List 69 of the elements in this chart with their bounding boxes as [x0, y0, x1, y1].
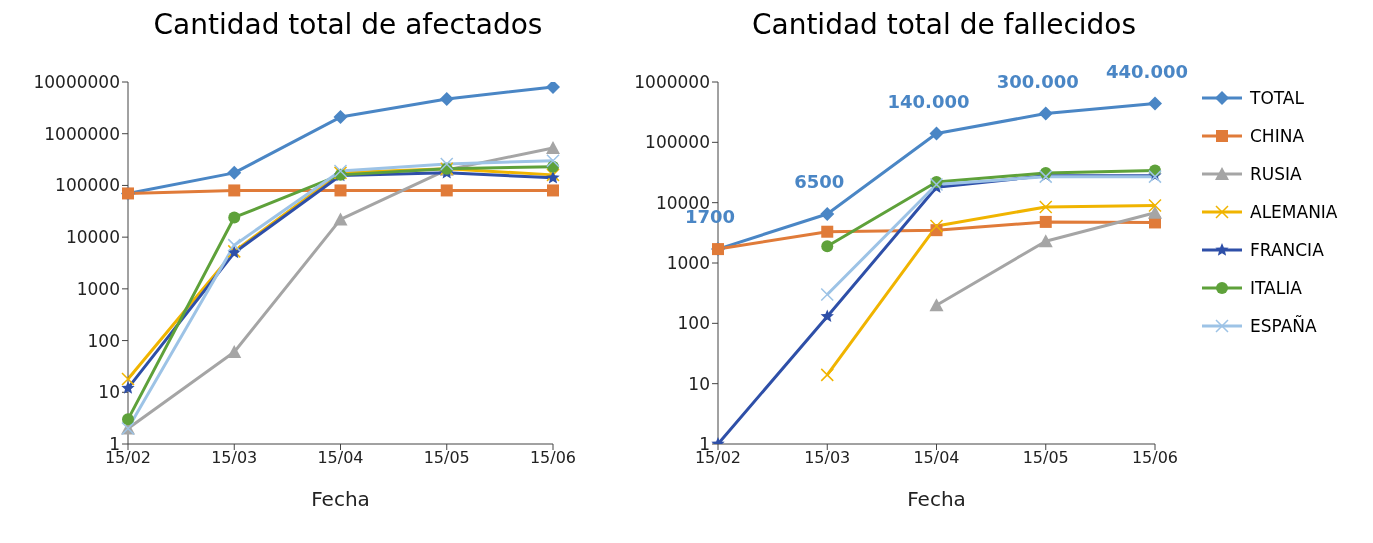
x-tick-label: 15/05 — [1022, 448, 1069, 468]
point — [929, 298, 944, 312]
x-tick-label: 15/06 — [529, 448, 577, 468]
point — [820, 287, 834, 302]
y-tick-label: 100000 — [645, 132, 710, 153]
point — [546, 154, 560, 168]
point — [820, 309, 834, 323]
x-tick-label: 15/03 — [804, 448, 851, 468]
x-tick-label: 15/03 — [211, 448, 258, 468]
y-tick-label: 1000 — [76, 278, 120, 299]
legend-label: RUSIA — [1250, 164, 1302, 184]
point — [546, 82, 560, 95]
x-tick-label: 15/05 — [423, 448, 470, 468]
x-tick-label: 15/04 — [317, 448, 364, 468]
data-label: 440.000 — [1106, 60, 1188, 82]
point — [440, 157, 454, 171]
point — [227, 345, 242, 359]
point — [334, 184, 347, 197]
y-tick-label: 100 — [677, 313, 710, 334]
x-axis-title: Fecha — [311, 487, 370, 511]
y-tick-label: 1000 — [666, 253, 710, 274]
legend-label: ITALIA — [1250, 278, 1302, 298]
legend-label: ALEMANIA — [1250, 202, 1338, 222]
y-tick-label: 100000 — [55, 175, 120, 196]
point — [439, 91, 454, 106]
point — [820, 368, 834, 382]
y-tick-label: 10 — [688, 373, 710, 394]
x-tick-label: 15/06 — [1131, 448, 1179, 468]
legend-label: ESPAÑA — [1250, 316, 1317, 336]
legend-label: CHINA — [1250, 126, 1305, 146]
point — [1148, 198, 1162, 213]
y-tick-label: 1000000 — [44, 123, 120, 144]
point — [227, 165, 242, 180]
y-tick-label: 1000000 — [634, 72, 710, 93]
point — [122, 413, 134, 426]
point — [821, 225, 834, 238]
data-label: 6500 — [794, 170, 845, 192]
y-tick-label: 10000 — [65, 227, 120, 248]
point — [228, 184, 241, 197]
point — [1039, 215, 1052, 228]
point — [820, 206, 835, 221]
point — [1148, 205, 1162, 219]
legend-label: FRANCIA — [1250, 240, 1324, 260]
point — [929, 219, 944, 233]
x-tick-label: 15/04 — [913, 448, 960, 468]
point — [821, 240, 834, 253]
point — [1038, 234, 1053, 248]
point — [333, 110, 348, 125]
x-axis-title: Fecha — [907, 487, 966, 511]
y-tick-label: 10 — [98, 382, 120, 403]
y-tick-label: 100 — [87, 330, 120, 351]
point — [1148, 96, 1162, 111]
point — [440, 184, 453, 197]
point — [1038, 106, 1053, 121]
point — [1039, 200, 1053, 214]
data-label: 300.000 — [996, 70, 1079, 92]
point — [547, 184, 559, 197]
point — [929, 126, 944, 141]
point — [546, 140, 560, 154]
chart-title: Cantidad total de fallecidos — [750, 8, 1138, 43]
point — [333, 212, 348, 226]
point — [121, 372, 135, 386]
y-tick-label: 10000000 — [33, 72, 120, 93]
legend-label: TOTAL — [1250, 88, 1304, 108]
data-label: 140.000 — [887, 90, 970, 112]
point — [121, 381, 135, 394]
point — [228, 211, 241, 224]
chart-title: Cantidad total de afectados — [152, 8, 544, 43]
point — [227, 238, 241, 252]
